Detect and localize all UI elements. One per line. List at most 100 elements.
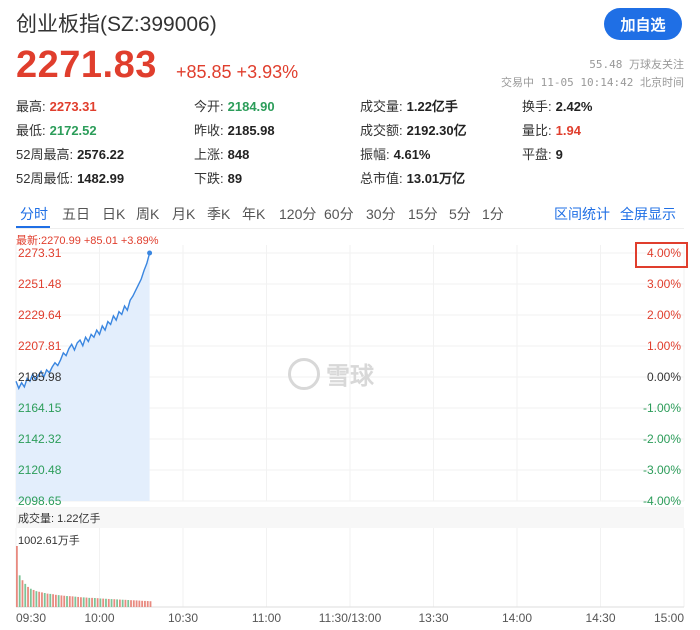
pct-tick-label: -2.00% [643,432,681,446]
y-tick-label: 2098.65 [18,494,62,508]
y-tick-label: 2164.15 [18,401,62,415]
stat-value: 2192.30亿 [406,123,467,138]
volume-bar [99,598,102,607]
tab-11[interactable]: 5分 [449,206,471,222]
stat-item: 换手: 2.42% [522,96,593,115]
volume-bar [35,591,38,607]
pct-tick-label: 4.00% [647,246,681,260]
range-stats-link[interactable]: 区间统计 [554,206,610,222]
tab-4[interactable]: 月K [172,206,196,222]
volume-bar [80,597,82,607]
stat-key: 下跌: [194,171,224,186]
stat-item: 52周最低: 1482.99 [16,168,124,187]
stat-item: 52周最高: 2576.22 [16,144,124,163]
volume-bar [135,600,138,607]
volume-bar [41,592,43,607]
stat-value: 848 [227,147,250,162]
volume-bar [82,597,85,607]
x-tick-label: 09:30 [16,611,46,625]
pct-tick-label: 0.00% [647,370,681,384]
y-tick-label: 2185.98 [18,370,62,384]
price-line [15,252,151,391]
volume-bar [38,591,41,607]
stat-item: 最低: 2172.52 [16,120,97,139]
watermark: 雪球 [288,356,374,391]
trading-status: 交易中 11-05 10:14:42 北京时间 [501,76,684,89]
stat-value: 2184.90 [227,99,275,114]
price-area [16,253,150,501]
volume-bar [124,599,127,607]
tab-0[interactable]: 分时 [20,206,48,222]
volume-bar [52,594,54,607]
x-tick-label: 11:00 [252,611,281,625]
volume-bar [113,599,116,607]
stat-value: 1.94 [555,123,581,138]
stat-value: 1482.99 [77,171,125,186]
volume-max: 1002.61万手 [18,535,80,547]
x-tick-label: 10:30 [168,611,198,625]
y-tick-label: 2229.64 [18,308,62,322]
period-tabs: 分时 五日 日K 周K 月K 季K 年K 120分 60分 30分 15分 5分 1分 区间统计 全屏显示 [16,204,684,228]
tab-5[interactable]: 季K [207,206,231,222]
volume-bar [121,599,124,607]
volume-bar [110,599,113,607]
tab-active-underline [16,226,50,228]
tab-10[interactable]: 15分 [408,206,438,222]
volume-bar [149,601,152,607]
volume-bar [46,593,49,607]
stat-item: 总市值: 13.01万亿 [360,168,465,187]
stat-key: 振幅: [360,147,390,162]
volume-bar [18,575,21,607]
pct-tick-label: 2.00% [647,308,681,322]
tab-8[interactable]: 60分 [324,206,354,222]
volume-bar [141,600,144,607]
tab-6[interactable]: 年K [242,206,266,222]
followers-count: 55.48 万球友关注 [589,58,684,71]
stat-key: 昨收: [194,123,224,138]
stat-item: 上涨: 848 [194,144,249,163]
stat-item: 昨收: 2185.98 [194,120,275,139]
snowball-logo-icon [288,357,320,390]
volume-bar [68,596,71,607]
latest-point [147,250,153,256]
stat-value: 89 [227,171,243,186]
volume-bar [88,597,91,607]
tab-3[interactable]: 周K [136,206,160,222]
stat-key: 今开: [194,99,224,114]
volume-bar [138,600,141,607]
stat-value: 13.01万亿 [406,171,466,186]
tabs-divider [16,228,684,229]
volume-bar [60,595,63,607]
tab-7[interactable]: 120分 [279,206,317,222]
pct-tick-label: 3.00% [647,277,681,291]
price-change: +85.85 +3.93% [176,62,299,82]
stat-item: 成交额: 2192.30亿 [360,120,467,139]
volume-bar [91,597,93,607]
y-tick-label: 2120.48 [18,463,62,477]
stat-item: 下跌: 89 [194,168,242,187]
add-watchlist-button[interactable]: 加自选 [604,8,682,40]
x-tick-label: 14:30 [585,611,615,625]
volume-bar [27,586,29,607]
volume-bar [21,580,24,607]
volume-bar [66,596,68,607]
stat-key: 成交额: [360,123,403,138]
tab-12[interactable]: 1分 [482,206,504,222]
volume-bar [102,598,105,607]
volume-bar [63,595,66,607]
fullscreen-link[interactable]: 全屏显示 [620,206,676,222]
pct-tick-label: -4.00% [643,494,681,508]
x-tick-label: 15:00 [654,611,684,625]
stat-value: 2.42% [555,99,593,114]
watermark-text: 雪球 [326,363,374,390]
stat-value: 1.22亿手 [406,99,458,114]
volume-bar [77,596,80,607]
volume-bar [118,599,121,607]
tab-9[interactable]: 30分 [366,206,396,222]
volume-bar [144,600,146,607]
volume-bar [24,583,27,607]
tab-1[interactable]: 五日 [62,206,90,222]
tab-2[interactable]: 日K [102,206,126,222]
highlight-box [635,242,688,268]
